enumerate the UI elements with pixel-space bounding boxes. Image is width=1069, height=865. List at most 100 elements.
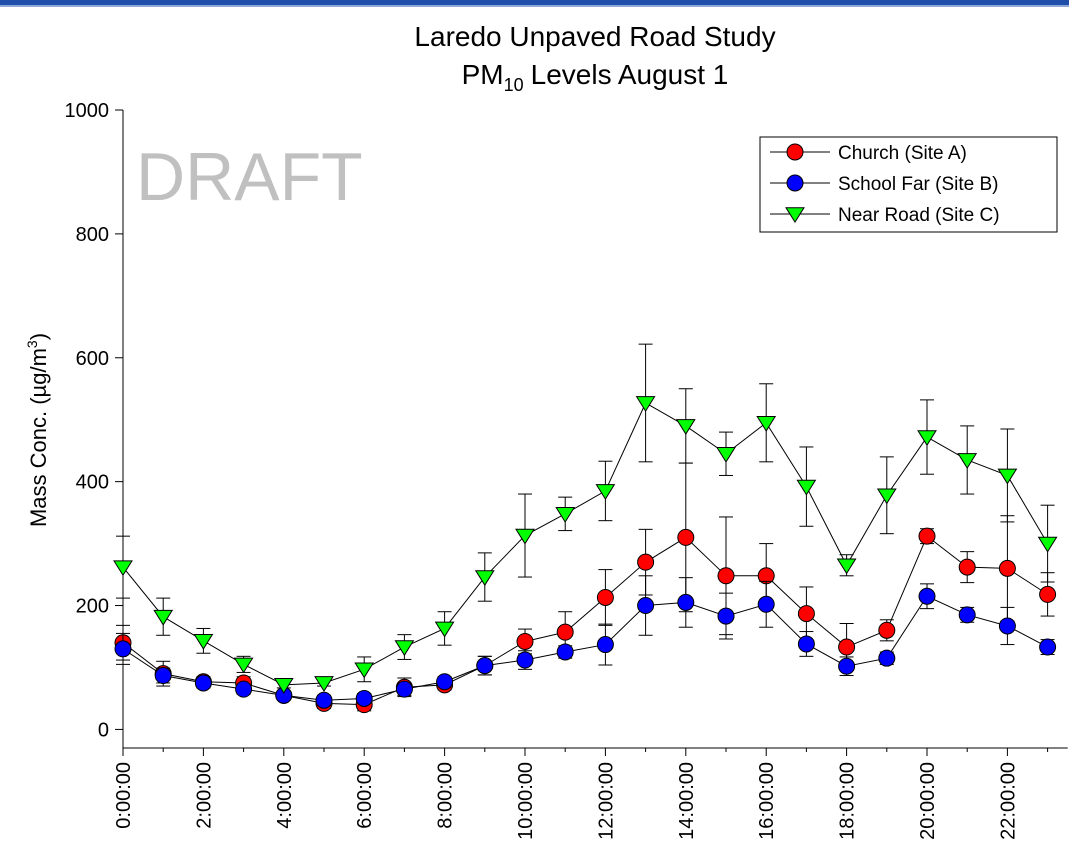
marker — [918, 527, 936, 545]
marker — [717, 607, 735, 625]
marker — [717, 567, 735, 585]
subtitle-sub: 10 — [504, 75, 524, 95]
y-tick-label: 200 — [76, 596, 109, 618]
marker — [113, 560, 133, 577]
marker — [355, 689, 373, 707]
top-bar-shade — [0, 5, 1069, 7]
marker — [757, 595, 775, 613]
series-line — [122, 535, 1048, 706]
x-tick-label: 14:00:00 — [676, 762, 698, 840]
y-tick-label: 800 — [76, 224, 109, 246]
y-axis-label: Mass Conc. (µg/m3) — [24, 333, 51, 527]
marker — [637, 597, 655, 615]
marker — [917, 430, 937, 447]
x-tick-label: 2:00:00 — [193, 762, 215, 829]
marker — [635, 396, 656, 413]
subtitle-rest: Levels August 1 — [531, 59, 729, 90]
marker — [1039, 638, 1057, 656]
marker — [516, 651, 534, 669]
x-tick-label: 16:00:00 — [756, 762, 778, 840]
x-tick-label: 22:00:00 — [997, 762, 1019, 840]
marker — [838, 657, 856, 675]
chart-title: Laredo Unpaved Road Study — [414, 21, 775, 52]
marker — [677, 593, 695, 611]
x-tick-label: 20:00:00 — [917, 762, 939, 840]
marker — [1039, 585, 1057, 603]
marker — [194, 674, 212, 692]
marker — [153, 609, 174, 626]
marker — [756, 416, 777, 432]
marker — [637, 553, 655, 571]
ylabel-sup: 3 — [24, 340, 40, 348]
legend-marker — [786, 174, 804, 192]
marker — [515, 528, 535, 545]
legend-label: Near Road (Site C) — [838, 205, 1000, 226]
series-line — [122, 402, 1049, 686]
marker — [395, 680, 413, 698]
marker — [556, 643, 574, 661]
marker — [796, 479, 817, 496]
chart-subtitle: PM10 Levels August 1 — [462, 59, 729, 95]
marker — [1037, 536, 1058, 553]
marker — [555, 507, 576, 523]
y-tick-label: 600 — [76, 348, 109, 370]
marker — [154, 667, 172, 685]
ylabel-main: Mass Conc. (µg/m — [26, 348, 51, 527]
marker — [876, 488, 897, 505]
marker — [233, 657, 254, 674]
marker — [797, 605, 815, 623]
marker — [556, 623, 574, 641]
x-tick-label: 18:00:00 — [837, 762, 859, 840]
legend-box — [759, 136, 1058, 233]
marker — [998, 617, 1016, 635]
marker — [797, 635, 815, 653]
top-bar — [0, 0, 1069, 5]
marker — [958, 606, 976, 624]
marker — [998, 559, 1016, 577]
marker — [878, 621, 896, 639]
marker — [675, 419, 696, 435]
legend-label: School Far (Site B) — [838, 174, 999, 195]
marker — [235, 680, 253, 698]
marker — [434, 621, 455, 638]
x-tick-label: 10:00:00 — [515, 762, 537, 840]
marker — [474, 570, 495, 587]
subtitle-main: PM — [462, 59, 504, 90]
x-tick-label: 8:00:00 — [435, 762, 457, 829]
x-tick-label: 4:00:00 — [274, 762, 296, 829]
marker — [394, 640, 415, 657]
marker — [838, 638, 856, 656]
ylabel-rest: ) — [26, 333, 51, 340]
marker — [677, 528, 695, 546]
marker — [958, 558, 976, 576]
legend-label: Church (Site A) — [838, 143, 967, 164]
y-tick-label: 400 — [76, 472, 109, 494]
legend-marker — [786, 143, 804, 161]
marker — [193, 634, 214, 650]
x-tick-label: 0:00:00 — [113, 762, 135, 829]
marker — [273, 678, 294, 694]
marker — [596, 588, 614, 606]
marker — [436, 673, 454, 691]
x-tick-label: 6:00:00 — [354, 762, 376, 829]
marker — [315, 691, 333, 709]
legend-marker — [785, 207, 805, 224]
marker — [918, 587, 936, 605]
x-tick-label: 12:00:00 — [595, 762, 617, 840]
marker — [595, 484, 616, 500]
series-line — [122, 595, 1048, 701]
y-tick-label: 0 — [98, 719, 109, 741]
marker — [878, 649, 896, 667]
draft-annotation: DRAFT — [136, 139, 363, 215]
marker — [354, 662, 375, 679]
marker — [596, 636, 614, 654]
marker — [516, 632, 534, 650]
marker — [957, 453, 978, 470]
marker — [997, 468, 1018, 485]
y-tick-label: 1000 — [65, 100, 110, 122]
marker — [314, 676, 334, 693]
marker — [114, 640, 132, 658]
marker — [716, 446, 736, 463]
marker — [836, 558, 857, 575]
